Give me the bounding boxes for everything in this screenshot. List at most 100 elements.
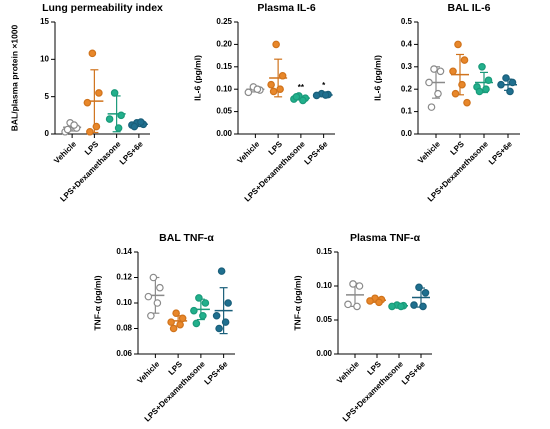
x-tick-label: LPS+6e [203, 359, 230, 386]
data-point [458, 80, 466, 89]
data-point [117, 111, 125, 120]
data-point [114, 124, 123, 132]
y-tick-label: 0.1 [401, 107, 413, 116]
x-tick-label: LPS+6e [400, 359, 427, 386]
y-tick-label: 0.12 [116, 273, 132, 282]
data-point [460, 56, 469, 64]
data-point [475, 87, 484, 96]
data-point [299, 96, 307, 105]
data-point [355, 282, 364, 290]
y-tick-label: 10 [40, 54, 49, 63]
x-tick-label: LPS+6e [118, 139, 145, 166]
data-point [149, 273, 158, 282]
data-point [147, 311, 155, 320]
chart-title: BAL TNF-α [159, 232, 214, 244]
y-axis-label: IL-6 (pg/ml) [192, 55, 202, 101]
data-point [253, 85, 262, 94]
data-point [267, 80, 275, 89]
data-point [502, 74, 510, 82]
data-point [244, 88, 253, 97]
data-point [272, 40, 280, 49]
y-axis-label: TNF-α (pg/ml) [292, 275, 302, 330]
data-point [105, 115, 114, 123]
data-point [421, 288, 430, 297]
y-tick-label: 0.14 [116, 247, 132, 256]
y-tick-label: 0.20 [216, 40, 232, 49]
data-point [410, 301, 418, 309]
data-point [349, 280, 357, 288]
chart-title: Lung permeability index [42, 2, 163, 14]
data-point [419, 302, 427, 311]
x-tick-label: LPS [167, 359, 185, 377]
y-axis-label: TNF-α (pg/ml) [92, 275, 102, 330]
data-point [156, 283, 164, 292]
data-point [344, 300, 352, 309]
data-point [153, 299, 162, 307]
x-tick-label: Vehicle [335, 359, 361, 385]
data-point [427, 103, 436, 111]
x-tick-label: Vehicle [235, 139, 261, 165]
data-point [451, 89, 460, 98]
y-tick-label: 0.06 [116, 349, 132, 358]
data-point [484, 76, 493, 85]
data-point [215, 324, 223, 333]
data-point [199, 311, 207, 320]
y-tick-label: 0.5 [401, 17, 413, 26]
data-point [192, 319, 201, 328]
data-point [176, 320, 184, 329]
data-point [454, 40, 462, 49]
data-point [434, 89, 442, 98]
data-point [130, 122, 139, 131]
y-tick-label: 0.0 [401, 129, 413, 138]
y-tick-label: 5 [45, 92, 50, 101]
x-tick-label: LPS+6e [303, 139, 330, 166]
data-point [397, 302, 405, 311]
data-point [430, 65, 438, 73]
x-tick-label: Vehicle [416, 139, 442, 165]
data-point [221, 318, 230, 326]
x-tick-label: LPS [449, 139, 467, 157]
data-point [172, 309, 180, 318]
data-point [436, 67, 445, 76]
data-point [321, 91, 330, 99]
y-axis-label: IL-6 (pg/ml) [372, 55, 382, 101]
data-point [70, 121, 78, 129]
data-point [269, 87, 278, 96]
data-point [415, 283, 423, 292]
data-point [224, 299, 232, 307]
data-point [353, 302, 361, 311]
y-tick-label: 0.25 [216, 17, 232, 26]
data-point [88, 49, 97, 58]
data-point [137, 118, 145, 126]
data-point [449, 67, 457, 76]
data-point [482, 85, 490, 94]
y-tick-label: 0.3 [401, 62, 413, 71]
data-point [83, 98, 92, 107]
x-tick-label: LPS [366, 359, 384, 377]
y-tick-label: 0.15 [216, 62, 232, 71]
data-point [278, 71, 287, 80]
data-point [497, 80, 505, 89]
y-tick-label: 0.05 [216, 107, 232, 116]
y-tick-label: 0.10 [216, 84, 232, 93]
data-point [92, 122, 101, 131]
y-tick-label: 0.10 [116, 298, 132, 307]
data-point [195, 294, 203, 302]
y-tick-label: 0.05 [316, 315, 332, 324]
data-point [217, 267, 226, 275]
y-tick-label: 0.00 [316, 349, 332, 358]
data-point [463, 98, 471, 107]
y-tick-label: 0.2 [401, 84, 413, 93]
data-point [144, 292, 153, 301]
data-point [95, 89, 103, 97]
data-point [110, 89, 119, 97]
data-point [86, 127, 94, 136]
y-tick-label: 0.4 [401, 40, 413, 49]
data-point [63, 125, 72, 134]
data-point [478, 63, 486, 71]
chart-title: Plasma IL-6 [257, 2, 316, 14]
data-point [178, 314, 187, 323]
data-point [508, 78, 517, 87]
data-point [276, 85, 284, 94]
